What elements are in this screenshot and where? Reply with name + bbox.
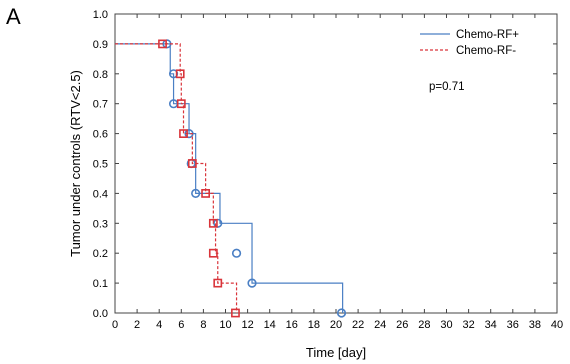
- data-point: [336, 308, 347, 318]
- data-point: [179, 129, 188, 138]
- y-tick-label: 0.0: [93, 308, 108, 320]
- p-value-annotation: p=0.71: [429, 81, 465, 93]
- data-point: [158, 39, 167, 49]
- legend-label: Chemo-RF-: [456, 45, 516, 57]
- x-tick-label: 8: [200, 319, 206, 331]
- y-tick-label: 0.1: [93, 278, 108, 290]
- y-tick-label: 0.4: [93, 188, 108, 200]
- x-tick-label: 20: [330, 319, 342, 331]
- data-point: [187, 159, 197, 168]
- y-tick-label: 0.7: [93, 99, 108, 111]
- data-point: [176, 99, 186, 109]
- series-line: [115, 43, 238, 313]
- y-tick-label: 1.0: [93, 9, 108, 21]
- y-axis-title: Tumor under controls (RTV<2.5): [68, 70, 83, 257]
- data-point: [175, 69, 185, 79]
- y-tick-label: 0.2: [93, 248, 108, 260]
- x-tick-label: 2: [134, 319, 140, 331]
- x-tick-label: 14: [264, 319, 276, 331]
- x-tick-label: 6: [178, 319, 184, 331]
- data-point: [201, 189, 211, 198]
- x-tick-label: 28: [418, 319, 430, 331]
- x-tick-label: 26: [396, 319, 408, 331]
- x-tick-label: 32: [462, 319, 474, 331]
- x-tick-label: 34: [485, 319, 497, 331]
- x-tick-label: 38: [529, 319, 541, 331]
- legend: Chemo-RF+ Chemo-RF-: [420, 29, 519, 57]
- x-tick-label: 10: [219, 319, 231, 331]
- data-point: [247, 278, 257, 288]
- series-line: [115, 43, 344, 313]
- x-tick-label: 4: [156, 319, 162, 331]
- x-axis-title: Time [day]: [306, 345, 366, 360]
- x-tick-label: 30: [440, 319, 452, 331]
- data-point: [208, 248, 218, 258]
- x-tick-label: 36: [507, 319, 519, 331]
- x-tick-label: 16: [286, 319, 298, 331]
- plot-frame: [114, 13, 558, 314]
- x-tick-label: 40: [551, 319, 563, 331]
- data-point: [191, 188, 201, 198]
- x-axis: 0 2 4 6 8 10 12 14 16 18 20 22 24 26 28 30 32 34 36 38 40: [112, 14, 563, 331]
- x-tick-label: 0: [112, 319, 118, 331]
- series-1: [115, 39, 240, 318]
- y-tick-label: 0.5: [93, 159, 108, 171]
- y-tick-label: 0.6: [93, 129, 108, 141]
- panel-label: A: [6, 4, 21, 29]
- y-axis: 0.0 0.1 0.2 0.3 0.4 0.5 0.6 0.7 0.8 0.9 1.0: [93, 9, 557, 320]
- data-point: [231, 248, 242, 258]
- series-layer: [115, 39, 347, 318]
- y-tick-label: 0.9: [93, 39, 108, 51]
- legend-label: Chemo-RF+: [456, 29, 519, 41]
- y-tick-label: 0.8: [93, 69, 108, 81]
- x-tick-label: 22: [352, 319, 364, 331]
- data-point: [231, 308, 240, 318]
- series-0: [115, 39, 347, 318]
- x-tick-label: 18: [308, 319, 320, 331]
- x-tick-label: 24: [374, 319, 386, 331]
- data-point: [208, 218, 218, 228]
- y-tick-label: 0.3: [93, 218, 108, 230]
- data-point: [213, 218, 223, 228]
- data-point: [213, 278, 223, 288]
- x-tick-label: 12: [241, 319, 253, 331]
